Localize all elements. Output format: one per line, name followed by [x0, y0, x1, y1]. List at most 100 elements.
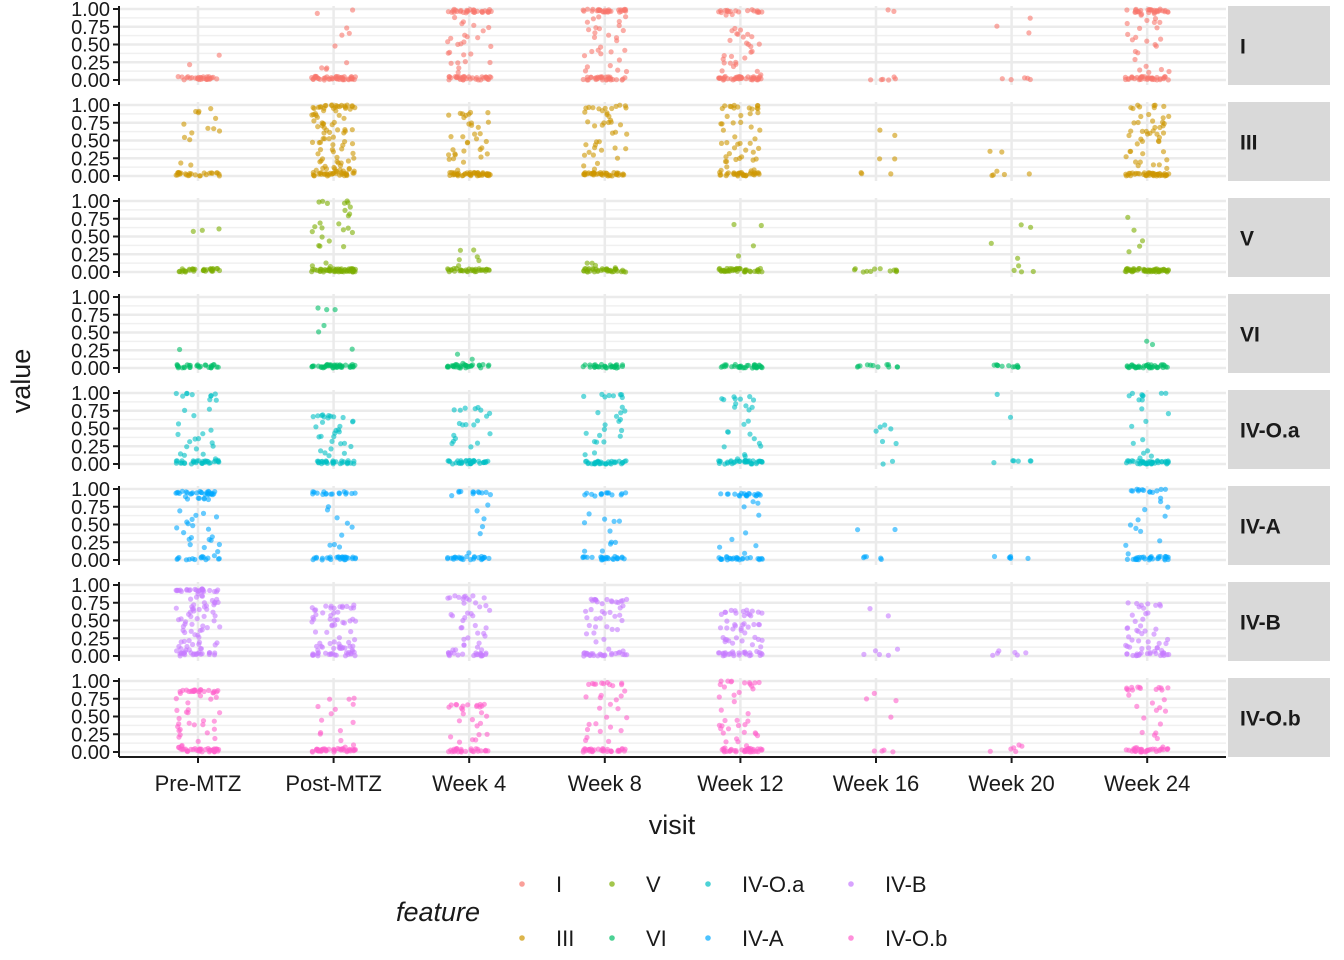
data-point	[204, 625, 210, 631]
data-point	[345, 158, 351, 164]
data-point	[339, 171, 345, 177]
data-point	[754, 364, 760, 370]
data-point	[326, 238, 332, 244]
data-point	[757, 127, 763, 133]
data-point	[483, 603, 489, 609]
data-point	[328, 446, 334, 452]
data-point	[1158, 390, 1164, 396]
data-point	[189, 130, 195, 136]
data-point	[723, 173, 729, 179]
data-point	[344, 603, 350, 610]
data-point	[201, 544, 207, 551]
data-point	[181, 452, 187, 458]
data-point	[195, 748, 201, 754]
data-point	[1149, 700, 1155, 706]
data-point	[597, 432, 603, 438]
legend-label: V	[646, 872, 661, 897]
data-point	[350, 7, 356, 13]
data-point	[201, 266, 207, 272]
data-point	[1146, 9, 1152, 16]
data-point	[458, 460, 464, 467]
data-point	[1130, 488, 1136, 494]
data-point	[604, 596, 610, 603]
points-IV-O.a	[173, 390, 1171, 467]
data-point	[462, 171, 468, 177]
data-point	[617, 102, 623, 108]
data-point	[469, 356, 475, 362]
data-point	[453, 7, 459, 13]
data-point	[597, 705, 603, 711]
y-tick-label: 0.50	[71, 419, 110, 441]
data-point	[1140, 616, 1146, 622]
data-point	[211, 459, 217, 465]
data-point	[448, 611, 454, 618]
y-tick-label: 0.25	[71, 628, 110, 650]
data-point	[737, 27, 744, 33]
data-point	[1151, 631, 1157, 637]
data-point	[215, 549, 221, 555]
data-point	[1151, 19, 1157, 25]
data-point	[754, 459, 760, 465]
data-point	[743, 76, 749, 82]
data-point	[586, 104, 592, 110]
data-point	[617, 392, 624, 398]
data-point	[586, 27, 592, 33]
data-point	[721, 444, 727, 450]
data-point	[1138, 113, 1144, 120]
data-point	[584, 615, 590, 621]
data-point	[470, 613, 476, 619]
data-point	[1138, 528, 1144, 534]
data-point	[449, 440, 455, 447]
data-point	[448, 75, 454, 81]
data-point	[750, 157, 756, 163]
data-point	[749, 34, 755, 40]
legend-title: feature	[396, 897, 480, 927]
data-point	[747, 394, 753, 400]
data-point	[872, 266, 878, 272]
data-point	[1143, 418, 1149, 424]
data-point	[468, 363, 474, 369]
data-point	[193, 512, 199, 518]
data-point	[861, 651, 867, 658]
data-point	[604, 748, 610, 755]
data-point	[348, 629, 354, 635]
data-point	[1140, 151, 1146, 157]
data-point	[315, 151, 321, 157]
y-tick-label: 0.50	[71, 131, 110, 153]
data-point	[1015, 255, 1021, 261]
y-tick-label: 0.00	[71, 262, 110, 284]
data-point	[1157, 538, 1163, 544]
data-point	[745, 711, 751, 717]
data-point	[310, 414, 316, 420]
legend-label: I	[556, 872, 562, 897]
data-point	[742, 55, 748, 61]
facet-panel-IV-O.a: 0.000.250.500.751.00 IV-O.a	[71, 383, 1330, 476]
data-point	[1130, 440, 1136, 446]
data-point	[1160, 130, 1167, 136]
data-point	[1027, 458, 1033, 464]
data-point	[213, 397, 219, 403]
data-point	[344, 25, 350, 31]
data-point	[753, 543, 759, 549]
data-point	[604, 624, 610, 630]
data-point	[461, 600, 467, 606]
data-point	[1124, 364, 1130, 370]
data-point	[445, 39, 451, 45]
data-point	[1135, 102, 1141, 108]
data-point	[616, 518, 623, 524]
data-point	[327, 640, 333, 647]
data-point	[182, 652, 188, 658]
legend-label: IV-O.b	[885, 926, 947, 951]
data-point	[749, 461, 755, 467]
data-point	[472, 131, 478, 137]
data-point	[1139, 74, 1145, 80]
data-point	[1132, 56, 1138, 63]
data-point	[727, 60, 734, 66]
data-point	[880, 461, 886, 467]
data-point	[735, 253, 742, 259]
data-point	[313, 554, 320, 561]
data-point	[1153, 602, 1159, 608]
data-point	[583, 694, 589, 700]
y-tick-label: 0.25	[71, 724, 110, 746]
data-point	[600, 746, 606, 753]
